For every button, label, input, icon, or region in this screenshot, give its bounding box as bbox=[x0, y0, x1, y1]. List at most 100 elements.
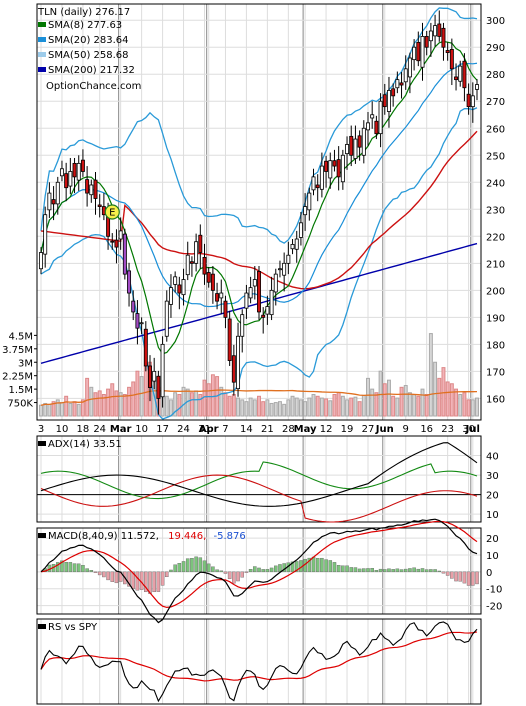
macd-histogram-bar bbox=[454, 571, 458, 582]
macd-histogram-bar bbox=[437, 570, 442, 573]
volume-bar bbox=[424, 394, 429, 417]
volume-bar bbox=[454, 388, 459, 417]
macd-histogram-bar bbox=[169, 569, 173, 573]
candle-body bbox=[378, 100, 383, 135]
macd-histogram-bar bbox=[278, 564, 282, 573]
macd-histogram-bar bbox=[135, 571, 140, 591]
price-tick-label: 190 bbox=[486, 313, 505, 324]
macd-histogram-bar bbox=[106, 571, 110, 581]
macd-histogram-bar bbox=[144, 571, 148, 593]
macd-histogram-bar bbox=[102, 571, 106, 578]
volume-tick-label: 3M bbox=[18, 358, 33, 369]
macd-histogram-bar bbox=[307, 557, 312, 573]
volume-bar bbox=[189, 392, 194, 417]
macd-histogram-bar bbox=[433, 569, 437, 573]
volume-bar bbox=[80, 399, 85, 417]
volume-tick-label: 4.5M bbox=[8, 331, 33, 342]
volume-bar bbox=[64, 395, 69, 417]
macd-histogram-bar bbox=[265, 569, 270, 573]
volume-bar bbox=[277, 401, 282, 417]
macd-histogram-bar bbox=[198, 557, 203, 573]
volume-bar bbox=[319, 397, 324, 417]
rs-panel bbox=[36, 618, 482, 705]
macd-histogram-bar bbox=[378, 568, 383, 573]
chart-title: TLN (daily) 276.17 bbox=[37, 7, 130, 18]
rs-swatch bbox=[38, 624, 46, 629]
volume-bar bbox=[458, 394, 463, 417]
volume-bar bbox=[303, 401, 308, 417]
sma200-swatch bbox=[38, 67, 46, 72]
macd-title: MACD(8,40,9) 11.572, bbox=[48, 531, 159, 542]
macd-histogram-bar bbox=[261, 569, 265, 573]
volume-bar bbox=[433, 361, 438, 417]
macd-histogram-bar bbox=[408, 568, 412, 573]
macd-histogram-bar bbox=[320, 557, 324, 573]
volume-bar bbox=[449, 383, 454, 417]
macd-histogram-bar bbox=[311, 556, 316, 573]
x-tick-label: 31 bbox=[198, 424, 211, 435]
volume-ma-line bbox=[40, 389, 478, 406]
volume-bar bbox=[210, 374, 215, 417]
candle-body bbox=[127, 270, 132, 294]
macd-histogram-bar bbox=[462, 571, 467, 584]
macd-histogram-bar bbox=[357, 568, 362, 573]
x-tick-label: 28 bbox=[282, 424, 295, 435]
candle-body bbox=[433, 25, 438, 37]
watermark: OptionChance.com bbox=[46, 81, 141, 92]
volume-bar bbox=[328, 400, 333, 417]
volume-bar bbox=[412, 394, 417, 417]
candle-body bbox=[64, 173, 69, 189]
earnings-marker bbox=[104, 204, 120, 220]
volume-bar bbox=[269, 402, 274, 417]
volume-bar bbox=[332, 394, 337, 417]
adx-tick-label: 10 bbox=[486, 510, 499, 521]
macd-histogram-bar bbox=[466, 571, 471, 586]
candle-body bbox=[462, 60, 467, 89]
price-panel bbox=[36, 3, 482, 421]
volume-bar bbox=[273, 402, 278, 417]
volume-bar bbox=[55, 399, 60, 417]
volume-bar bbox=[168, 399, 173, 417]
macd-tick-label: -10 bbox=[486, 585, 502, 596]
adx-tick-label: 30 bbox=[486, 471, 499, 482]
volume-bar bbox=[265, 399, 270, 417]
volume-bar bbox=[85, 377, 90, 417]
macd-histogram-bar bbox=[202, 560, 207, 573]
candle-body bbox=[454, 76, 459, 81]
price-tick-label: 160 bbox=[486, 394, 505, 405]
candle-body bbox=[164, 300, 169, 337]
macd-histogram-bar bbox=[257, 567, 261, 573]
candle-body bbox=[248, 287, 253, 299]
price-tick-label: 230 bbox=[486, 205, 505, 216]
candle-body bbox=[85, 179, 90, 194]
macd-histogram-bar bbox=[160, 571, 165, 586]
x-tick-label: 18 bbox=[77, 424, 90, 435]
x-tick-label: 23 bbox=[441, 424, 454, 435]
candle-body bbox=[194, 241, 199, 264]
x-tick-label: Apr bbox=[199, 424, 219, 435]
volume-bar bbox=[139, 376, 144, 417]
volume-bar bbox=[366, 377, 370, 417]
macd-histogram-bar bbox=[248, 569, 253, 573]
candle-body bbox=[424, 36, 429, 48]
macd-histogram-bar bbox=[215, 569, 219, 573]
x-tick-label: 10 bbox=[135, 424, 148, 435]
candle-body bbox=[173, 276, 178, 285]
volume-bar bbox=[357, 401, 362, 417]
candle-body bbox=[336, 159, 341, 178]
macd-histogram-bar bbox=[223, 571, 228, 574]
macd-histogram-bar bbox=[412, 567, 416, 573]
macd-histogram-bar bbox=[177, 563, 182, 573]
volume-bar bbox=[294, 397, 299, 417]
volume-bar bbox=[72, 401, 77, 417]
x-tick-label: 19 bbox=[341, 424, 354, 435]
macd-histogram-bar bbox=[190, 558, 194, 573]
macd-histogram-bar bbox=[382, 569, 387, 573]
macd-histogram-bar bbox=[395, 568, 400, 573]
volume-bar bbox=[466, 399, 471, 417]
macd-histogram-bar bbox=[85, 568, 89, 573]
macd-histogram-bar bbox=[148, 571, 152, 594]
candle-body bbox=[286, 254, 291, 264]
macd-signal-line bbox=[40, 520, 478, 608]
sma8-label: SMA(8) 277.63 bbox=[48, 20, 122, 31]
